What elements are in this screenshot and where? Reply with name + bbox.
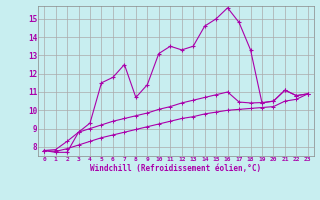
X-axis label: Windchill (Refroidissement éolien,°C): Windchill (Refroidissement éolien,°C): [91, 164, 261, 173]
